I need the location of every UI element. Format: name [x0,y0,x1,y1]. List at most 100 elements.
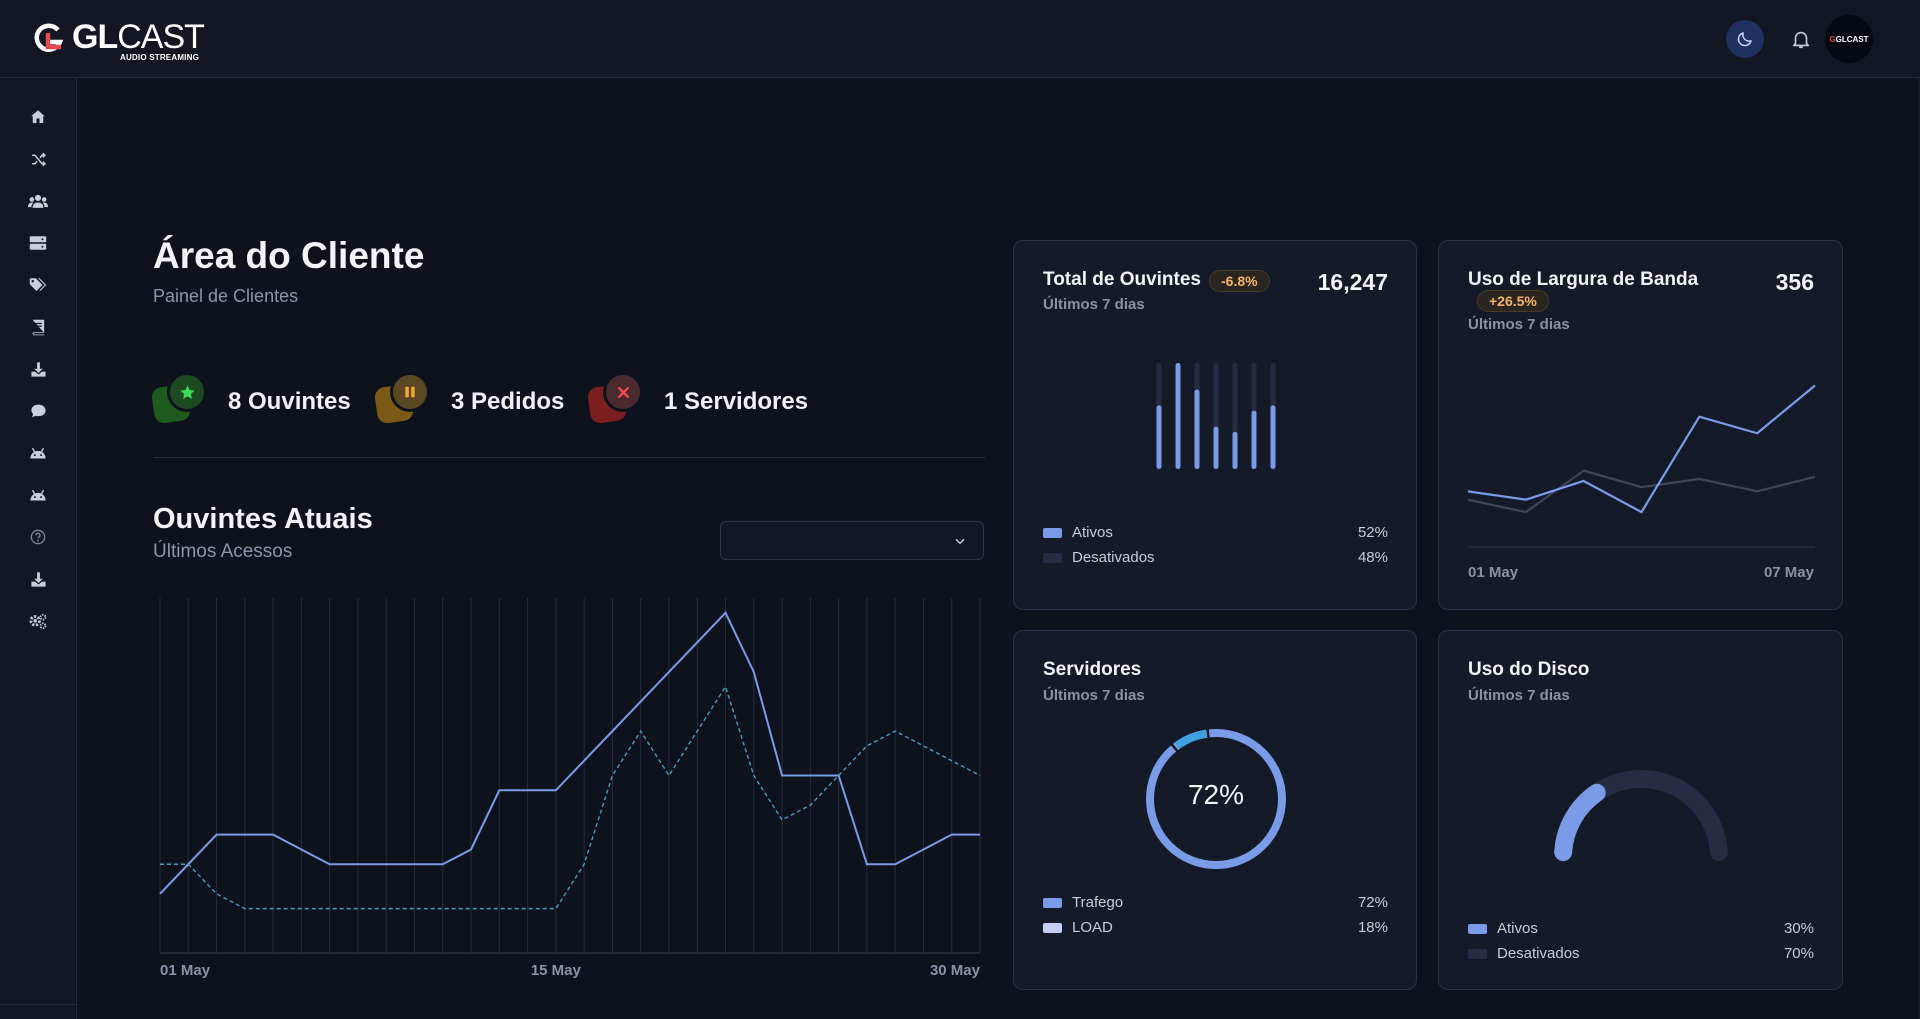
logo-text-bold: GL [72,18,118,56]
disk-gauge-chart [1554,770,1728,862]
legend-value: 72% [1357,894,1388,911]
notifications-button[interactable] [1785,23,1817,55]
download-icon [30,571,46,587]
legend-swatch [1043,923,1062,933]
users-icon [28,194,48,208]
logo[interactable]: GLCAST AUDIO STREAMING [34,18,205,62]
sidebar-item-shuffle[interactable] [24,145,52,173]
card-subtitle: Últimos 7 dias [1468,687,1570,704]
page-title: Área do Cliente [153,235,425,276]
bandwidth-line-chart [1467,384,1816,548]
legend-swatch [1468,949,1487,959]
legend-item: Trafego 72% [1043,893,1388,913]
sidebar-item-chat[interactable] [24,397,52,425]
server-icon [29,236,47,250]
card-title: Total de Ouvintes [1043,269,1202,290]
card-subtitle: Últimos 7 dias [1043,296,1145,313]
legend-value: 18% [1357,919,1388,936]
card-title: Uso de Largura de Banda [1468,269,1699,290]
sidebar-item-settings[interactable] [24,607,52,635]
help-icon [30,529,46,545]
chat-icon [30,404,46,418]
gauge-fill [1554,783,1606,862]
listeners-title: Ouvintes Atuais [153,503,373,535]
sidebar-item-help[interactable] [24,523,52,551]
legend-swatch [1468,924,1487,934]
chevron-down-icon [955,538,965,545]
legend-label: LOAD [1072,919,1113,936]
close-icon [603,372,643,412]
change-badge: -6.8% [1209,270,1270,292]
card-largura-banda: Uso de Largura de Banda +26.5% Últimos 7… [1438,240,1843,610]
legend-value: 70% [1783,945,1814,962]
legend-swatch [1043,898,1062,908]
bar [1232,431,1238,469]
stat-servidores-label: 1 Servidores [664,388,809,415]
stat-pedidos-label: 3 Pedidos [451,388,565,415]
card-value: 16,247 [1317,269,1388,295]
legend-value: 30% [1783,920,1814,937]
bar [1194,389,1200,469]
scrollbar[interactable] [1918,78,1920,1019]
sidebar-item-downloads[interactable] [24,355,52,383]
legend-value: 52% [1357,524,1388,541]
axis-tick-label: 15 May [531,962,582,978]
tags-icon [29,278,47,291]
legend-item: Desativados 48% [1043,548,1388,568]
avatar-text: GLCAST [1835,34,1869,44]
home-icon [31,110,45,123]
axis-tick-label: 01 May [1468,564,1519,581]
sidebar-footer-divider [0,1004,77,1005]
period-select[interactable] [720,521,984,560]
listeners-subtitle: Últimos Acessos [153,541,293,562]
logo-text-light: CAST [117,18,205,56]
card-uso-disco: Uso do Disco Últimos 7 dias Ativos 30% D… [1438,630,1843,990]
sidebar-item-servers[interactable] [24,229,52,257]
android-icon [30,489,46,501]
logo-tagline: AUDIO STREAMING [120,53,199,62]
card-total-ouvintes: Total de Ouvintes -6.8% Últimos 7 dias 1… [1013,240,1417,610]
donut-gap [1145,728,1287,870]
sidebar [0,78,77,1019]
series-line [160,685,981,910]
donut-center-value: 72% [1187,779,1245,810]
avatar[interactable]: G GLCAST [1825,15,1873,63]
change-badge: +26.5% [1477,290,1549,312]
legend-label: Ativos [1497,920,1538,937]
axis-tick-label: 07 May [1763,564,1814,581]
bar [1251,410,1257,469]
legend-item: Desativados 70% [1468,944,1814,964]
sidebar-item-users[interactable] [24,187,52,215]
sidebar-item-android-1[interactable] [24,439,52,467]
legend-item: Ativos 52% [1043,523,1388,543]
bar [1213,426,1219,469]
sidebar-item-tags[interactable] [24,271,52,299]
legend-value: 48% [1357,549,1388,566]
legend-label: Desativados [1497,945,1580,962]
android-icon [30,447,46,459]
legend-item: LOAD 18% [1043,918,1388,938]
card-title: Uso do Disco [1468,659,1590,680]
bar [1175,363,1181,469]
card-title: Servidores [1043,659,1142,680]
servers-donut-chart [1145,728,1287,870]
bell-icon [1792,31,1810,49]
legend-label: Ativos [1072,524,1113,541]
sidebar-item-download-app[interactable] [24,565,52,593]
star-icon [167,372,207,412]
top-bar: GLCAST AUDIO STREAMING G GLCAST [0,0,1920,78]
bar [1270,405,1276,469]
card-servidores: Servidores Últimos 7 dias 72% Trafego 72… [1013,630,1417,990]
axis-tick-label: 01 May [160,962,211,978]
stat-ouvintes-label: 8 Ouvintes [228,388,351,415]
theme-toggle-button[interactable] [1726,20,1764,58]
sidebar-item-android-2[interactable] [24,481,52,509]
sidebar-item-docs[interactable] [24,313,52,341]
book-icon [32,319,45,335]
shuffle-icon [31,152,46,166]
donut-track [1146,729,1286,869]
card-subtitle: Últimos 7 dias [1043,687,1145,704]
legend-item: Ativos 30% [1468,919,1814,939]
legend-swatch [1043,528,1062,538]
sidebar-item-home[interactable] [24,103,52,131]
